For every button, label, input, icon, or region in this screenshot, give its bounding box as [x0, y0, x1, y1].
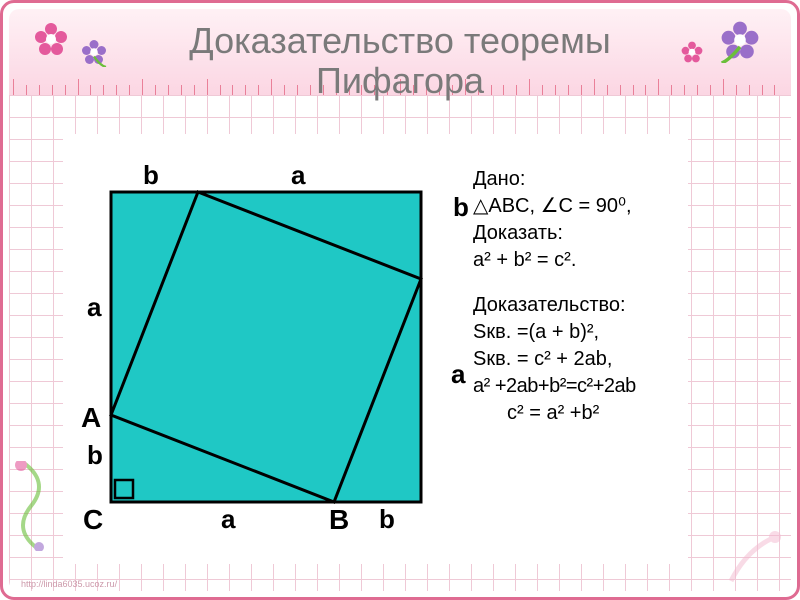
side-label-b: b — [453, 192, 469, 223]
s-kv: Sкв. — [473, 321, 511, 343]
title-line-2: Пифагора — [316, 60, 484, 101]
proof-line-4: c² = a² +b² — [473, 400, 693, 427]
proof-block: Доказательство: Sкв. =(a + b)², Sкв. = c… — [473, 292, 693, 427]
side-label-b: b — [143, 160, 159, 191]
vertex-label-c: C — [83, 504, 103, 536]
title-line-1: Доказательство теоремы — [189, 20, 610, 61]
side-label-b: b — [379, 504, 395, 535]
footer-url: http://linda6035.ucoz.ru/ — [21, 579, 117, 589]
prove-line: a² + b² = c². — [473, 247, 693, 274]
vertex-label-a: A — [81, 402, 101, 434]
proof-line-1: Sкв. =(a + b)², — [473, 319, 693, 346]
proof-line-3: a² +2ab+b²=c²+2ab — [473, 373, 693, 400]
eq: = c² + 2ab, — [511, 348, 612, 370]
side-label-a: a — [87, 292, 101, 323]
prove-label: Доказать: — [473, 220, 693, 247]
swirl-icon — [727, 529, 783, 585]
given-block: Дано: △ABC, ∠C = 90⁰, Доказать: a² + b² … — [473, 166, 693, 274]
eq: =(a + b)², — [511, 321, 599, 343]
slide-title: Доказательство теоремы Пифагора — [9, 21, 791, 100]
side-label-a: a — [291, 160, 305, 191]
slide-inner: Доказательство теоремы Пифагора A C B — [9, 9, 791, 591]
side-label-a: a — [221, 504, 235, 535]
given-line: △ABC, ∠C = 90⁰, — [473, 193, 693, 220]
given-label: Дано: — [473, 166, 693, 193]
proof-label: Доказательство: — [473, 292, 693, 319]
proof-text: Дано: △ABC, ∠C = 90⁰, Доказать: a² + b² … — [473, 166, 693, 445]
slide-frame: Доказательство теоремы Пифагора A C B — [0, 0, 800, 600]
vertex-label-b: B — [329, 504, 349, 536]
side-label-b: b — [87, 440, 103, 471]
s-kv: Sкв. — [473, 348, 511, 370]
swirl-icon — [11, 461, 55, 551]
pythagoras-figure: A C B b a a b a b — [81, 162, 441, 532]
proof-line-2: Sкв. = c² + 2ab, — [473, 346, 693, 373]
main-panel: A C B b a a b a b b a Дано: △ABC, ∠C = — [63, 134, 688, 564]
side-label-a: a — [451, 359, 465, 390]
